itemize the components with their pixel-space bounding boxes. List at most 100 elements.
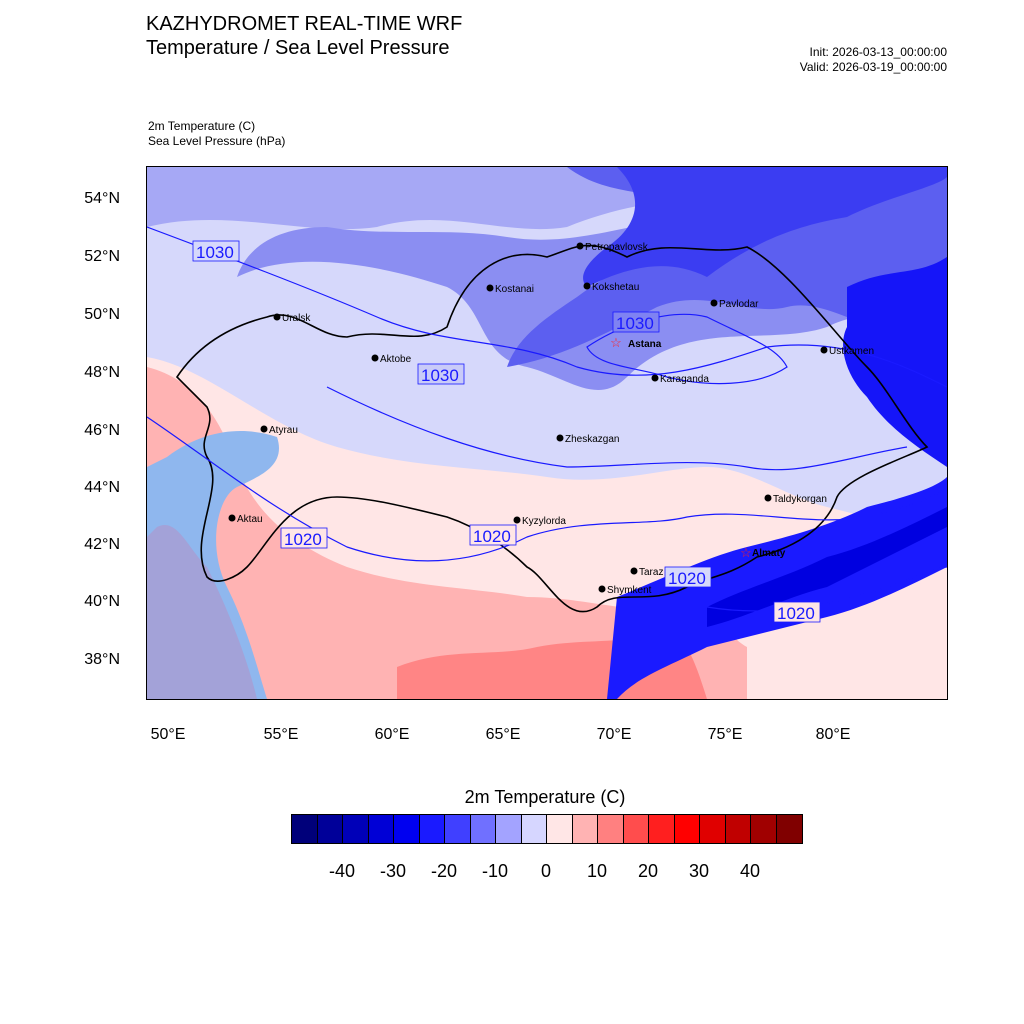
kazakhstan-border	[175, 244, 929, 613]
city-kyzylorda: Kyzylorda	[513, 516, 566, 527]
isobar-1030-north	[147, 226, 947, 388]
lon-label: 60°E	[374, 726, 410, 743]
lat-label: 50°N	[84, 306, 120, 323]
colorbar-swatch-17	[725, 815, 751, 843]
city-taraz: Taraz	[630, 567, 663, 578]
lat-label: 38°N	[84, 651, 120, 668]
isobar-1030-inner	[586, 313, 788, 385]
colorbar-tick-label: 10	[586, 861, 608, 881]
city-atyrau: Atyrau	[260, 425, 298, 436]
city-label: Aktau	[237, 514, 263, 525]
colorbar-swatch-13	[623, 815, 649, 843]
colorbar	[291, 814, 803, 844]
city-label: Shymkent	[607, 585, 652, 596]
colorbar-swatch-7	[470, 815, 496, 843]
city-shymkent: Shymkent	[598, 585, 652, 596]
lat-label: 48°N	[84, 364, 120, 381]
isobar-1020-south	[706, 566, 947, 612]
isobar-label-text: 1030	[616, 314, 654, 333]
temperature-variable-label: 2m Temperature (C)	[148, 119, 256, 133]
colorbar-swatch-14	[649, 815, 675, 843]
colorbar-swatch-0	[292, 815, 318, 843]
city-label: Kokshetau	[592, 282, 639, 293]
city-kokshetau: Kokshetau	[583, 282, 639, 293]
colorbar-tick-label: -20	[430, 861, 457, 881]
colorbar-tick-label: 40	[739, 861, 761, 881]
isobar-1025	[326, 386, 908, 471]
city-label: Ustkamen	[829, 346, 874, 357]
isobar-label-text: 1020	[777, 604, 815, 623]
colorbar-tick-label: -30	[379, 861, 406, 881]
colorbar-swatch-12	[598, 815, 624, 843]
city-label: Kostanai	[495, 284, 534, 295]
isobar-label-6: 1020	[664, 566, 712, 588]
isobar-label-text: 1020	[284, 530, 322, 549]
city-astana: ☆ Astana	[610, 335, 662, 350]
city-label: Zheskazgan	[565, 434, 619, 445]
city-almaty: ☆ Almaty	[740, 545, 786, 560]
capital-star-icon: ☆	[610, 335, 622, 350]
cold-core-north	[583, 167, 947, 287]
colorbar-title: 2m Temperature (C)	[464, 787, 626, 807]
colorbar-swatch-1	[317, 815, 343, 843]
mountain-deep	[707, 507, 947, 627]
city-karaganda: Karaganda	[651, 374, 709, 385]
city-taldykorgan: Taldykorgan	[764, 494, 827, 505]
isobar-label-1: 1030	[192, 240, 240, 262]
city-petropavlovsk: Petropavlovsk	[576, 242, 649, 253]
map-subtitle: Temperature / Sea Level Pressure	[146, 37, 450, 59]
city-label: Uralsk	[282, 313, 311, 324]
caspian-sea-south	[147, 525, 257, 699]
isobar-label-5: 1020	[469, 524, 517, 546]
isobar-label-text: 1020	[668, 569, 706, 588]
isobar-label-4: 1020	[280, 527, 328, 549]
colorbar-swatch-16	[700, 815, 726, 843]
isobar-label-2: 1030	[612, 311, 660, 333]
colorbar-swatch-6	[445, 815, 471, 843]
colorbar-tick-label: -40	[328, 861, 355, 881]
isobar-label-text: 1020	[473, 527, 511, 546]
city-label: Pavlodar	[719, 299, 759, 310]
colorbar-swatch-15	[674, 815, 700, 843]
cold-east-deep	[843, 257, 947, 467]
city-aktau: Aktau	[228, 514, 263, 525]
lon-label: 65°E	[485, 726, 521, 743]
init-time: Init: 2026-03-13_00:00:00	[809, 45, 947, 59]
lat-label: 44°N	[84, 479, 120, 496]
colorbar-swatch-19	[776, 815, 802, 843]
isobar-label-7: 1020	[773, 601, 821, 623]
map-svg: 1030 1030 1030 1020 1020 1020 1020	[147, 167, 947, 699]
warm-field-2	[147, 367, 747, 699]
lat-label: 52°N	[84, 248, 120, 265]
city-ustkamen: Ustkamen	[820, 346, 874, 357]
colorbar-swatch-4	[394, 815, 420, 843]
colorbar-swatch-3	[368, 815, 394, 843]
valid-time: Valid: 2026-03-19_00:00:00	[799, 60, 947, 74]
isobar-label-3: 1030	[417, 363, 465, 385]
lat-label: 42°N	[84, 536, 120, 553]
colorbar-swatch-10	[547, 815, 573, 843]
lon-label: 70°E	[596, 726, 632, 743]
colorbar-swatch-18	[751, 815, 777, 843]
isobar-label-text: 1030	[196, 243, 234, 262]
colorbar-swatch-8	[496, 815, 522, 843]
colorbar-tick-label: 30	[688, 861, 710, 881]
lon-label: 50°E	[150, 726, 186, 743]
capital-star-icon: ☆	[740, 545, 752, 560]
isobar-1020	[147, 416, 947, 562]
colorbar-tick-label: 20	[637, 861, 659, 881]
city-label: Taldykorgan	[773, 494, 827, 505]
city-label: Astana	[628, 339, 662, 350]
lon-label: 80°E	[815, 726, 851, 743]
map-title: KAZHYDROMET REAL-TIME WRF	[146, 13, 463, 35]
city-label: Karaganda	[660, 374, 709, 385]
city-zheskazgan: Zheskazgan	[556, 434, 619, 445]
colorbar-swatch-2	[343, 815, 369, 843]
colorbar-swatch-5	[419, 815, 445, 843]
city-label: Atyrau	[269, 425, 298, 436]
city-label: Aktobe	[380, 354, 412, 365]
city-uralsk: Uralsk	[273, 313, 311, 324]
lat-label: 40°N	[84, 593, 120, 610]
colorbar-tick-label: 0	[540, 861, 551, 881]
lon-label: 75°E	[707, 726, 743, 743]
